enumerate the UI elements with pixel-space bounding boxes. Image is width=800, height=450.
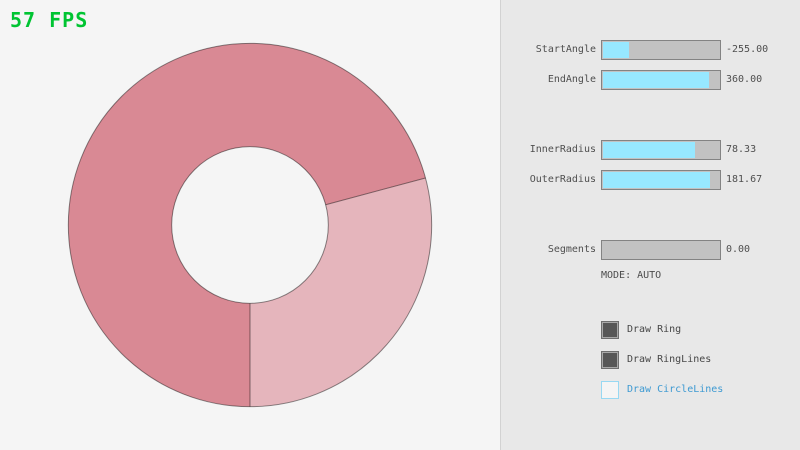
end-angle-slider[interactable]	[601, 70, 721, 90]
end-angle-row: EndAngle 360.00	[501, 70, 800, 90]
start-angle-slider[interactable]	[601, 40, 721, 60]
outer-radius-row: OuterRadius 181.67	[501, 170, 800, 190]
draw-ring-label: Draw Ring	[627, 324, 682, 335]
inner-radius-label: InnerRadius	[529, 144, 596, 155]
end-angle-label: EndAngle	[547, 74, 596, 85]
start-angle-value: -255.00	[726, 44, 769, 55]
draw-ring-row: Draw Ring	[601, 320, 800, 340]
ring-chart	[67, 42, 433, 408]
outer-radius-slider[interactable]	[601, 170, 721, 190]
inner-radius-row: InnerRadius 78.33	[501, 140, 800, 160]
draw-circle-lines-checkbox[interactable]	[601, 381, 619, 399]
draw-circle-lines-label: Draw CircleLines	[627, 384, 724, 395]
draw-ring-checkbox[interactable]	[601, 321, 619, 339]
inner-radius-slider[interactable]	[601, 140, 721, 160]
start-angle-row: StartAngle -255.00	[501, 40, 800, 60]
controls-panel: StartAngle -255.00 EndAngle 360.00 Inner…	[500, 0, 800, 450]
slider-fill	[603, 42, 629, 58]
end-angle-value: 360.00	[726, 74, 763, 85]
slider-fill	[603, 142, 696, 158]
draw-ring-lines-row: Draw RingLines	[601, 350, 800, 370]
inner-radius-value: 78.33	[726, 144, 757, 155]
segments-value: 0.00	[726, 244, 751, 255]
slider-fill	[603, 72, 710, 88]
draw-ring-lines-checkbox[interactable]	[601, 351, 619, 369]
slider-fill	[603, 172, 711, 188]
segments-row: Segments 0.00	[501, 240, 800, 260]
segments-slider[interactable]	[601, 240, 721, 260]
outer-radius-label: OuterRadius	[529, 174, 596, 185]
fps-counter: 57 FPS	[10, 8, 89, 32]
segments-label: Segments	[547, 244, 596, 255]
start-angle-label: StartAngle	[535, 44, 596, 55]
outer-radius-value: 181.67	[726, 174, 763, 185]
draw-circle-lines-row: Draw CircleLines	[601, 380, 800, 400]
draw-ring-lines-label: Draw RingLines	[627, 354, 712, 365]
mode-text: MODE: AUTO	[601, 270, 662, 281]
